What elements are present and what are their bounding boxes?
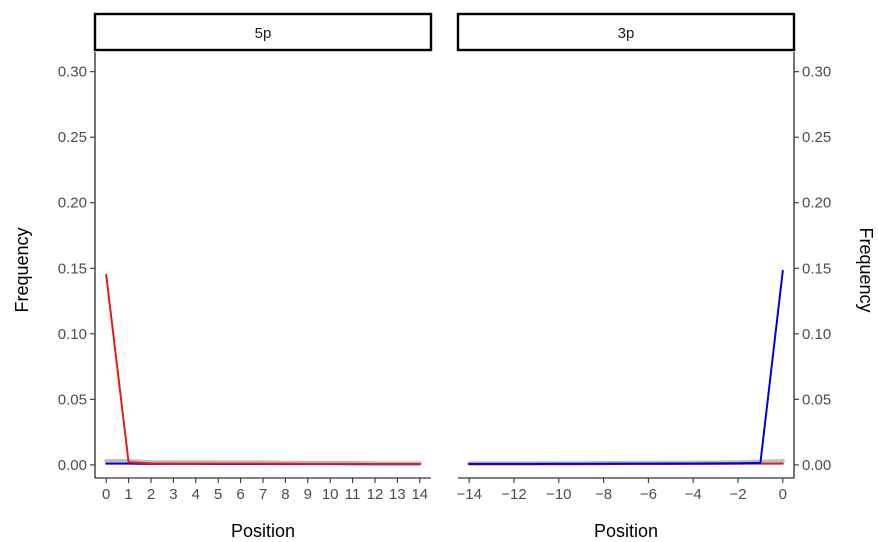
y-tick-label: 0.25 — [58, 129, 87, 146]
x-tick-label: 14 — [411, 486, 428, 503]
y-tick-label: 0.10 — [802, 326, 831, 343]
strip-5p-label: 5p — [255, 25, 272, 42]
strip-3p-label: 3p — [618, 25, 635, 42]
x-tick-label: −4 — [685, 486, 702, 503]
x-tick-label: −2 — [729, 486, 746, 503]
y-axis-title-right: Frequency — [856, 227, 876, 312]
y-tick-label: 0.00 — [802, 457, 831, 474]
x-tick-label: 5 — [214, 486, 222, 503]
x-tick-label: 1 — [124, 486, 132, 503]
x-tick-label: 0 — [102, 486, 110, 503]
y-tick-label: 0.25 — [802, 129, 831, 146]
x-tick-label: −6 — [640, 486, 657, 503]
x-tick-label: 11 — [345, 486, 361, 503]
x-tick-label: 12 — [367, 486, 384, 503]
red-series-line — [105, 273, 421, 465]
x-tick-label: 3 — [169, 486, 177, 503]
y-tick-label: 0.10 — [58, 326, 87, 343]
x-tick-label: 2 — [147, 486, 155, 503]
y-tick-label: 0.20 — [802, 195, 831, 212]
x-tick-label: 10 — [322, 486, 339, 503]
blue-series-line — [468, 269, 784, 465]
y-tick-label: 0.15 — [802, 260, 831, 277]
x-tick-label: 6 — [236, 486, 244, 503]
x-tick-label: −10 — [546, 486, 571, 503]
x-tick-label: 8 — [281, 486, 289, 503]
y-tick-label: 0.05 — [58, 391, 87, 408]
y-tick-label: 0.15 — [58, 260, 87, 277]
x-tick-label: −12 — [501, 486, 526, 503]
y-axis-title-left: Frequency — [12, 227, 32, 312]
strip-3p-box — [456, 12, 796, 52]
y-tick-label: 0.05 — [802, 391, 831, 408]
x-tick-label: −14 — [456, 486, 481, 503]
x-tick-label: 9 — [304, 486, 312, 503]
x-axis-title-5p: Position — [231, 521, 295, 541]
x-tick-label: 7 — [259, 486, 267, 503]
y-tick-label: 0.20 — [58, 195, 87, 212]
x-tick-label: −8 — [595, 486, 612, 503]
y-tick-label: 0.30 — [802, 64, 831, 81]
x-axis-title-3p: Position — [594, 521, 658, 541]
x-tick-label: 0 — [779, 486, 787, 503]
x-tick-label: 13 — [389, 486, 406, 503]
strip-5p-box — [93, 12, 433, 52]
panel-3p: 3p 0.00 0.05 0.10 0.15 0.20 0.25 0.30 −14 −12 −1… — [456, 12, 831, 503]
y-tick-label: 0.00 — [58, 457, 87, 474]
y-tick-label: 0.30 — [58, 64, 87, 81]
x-tick-label: 4 — [192, 486, 200, 503]
